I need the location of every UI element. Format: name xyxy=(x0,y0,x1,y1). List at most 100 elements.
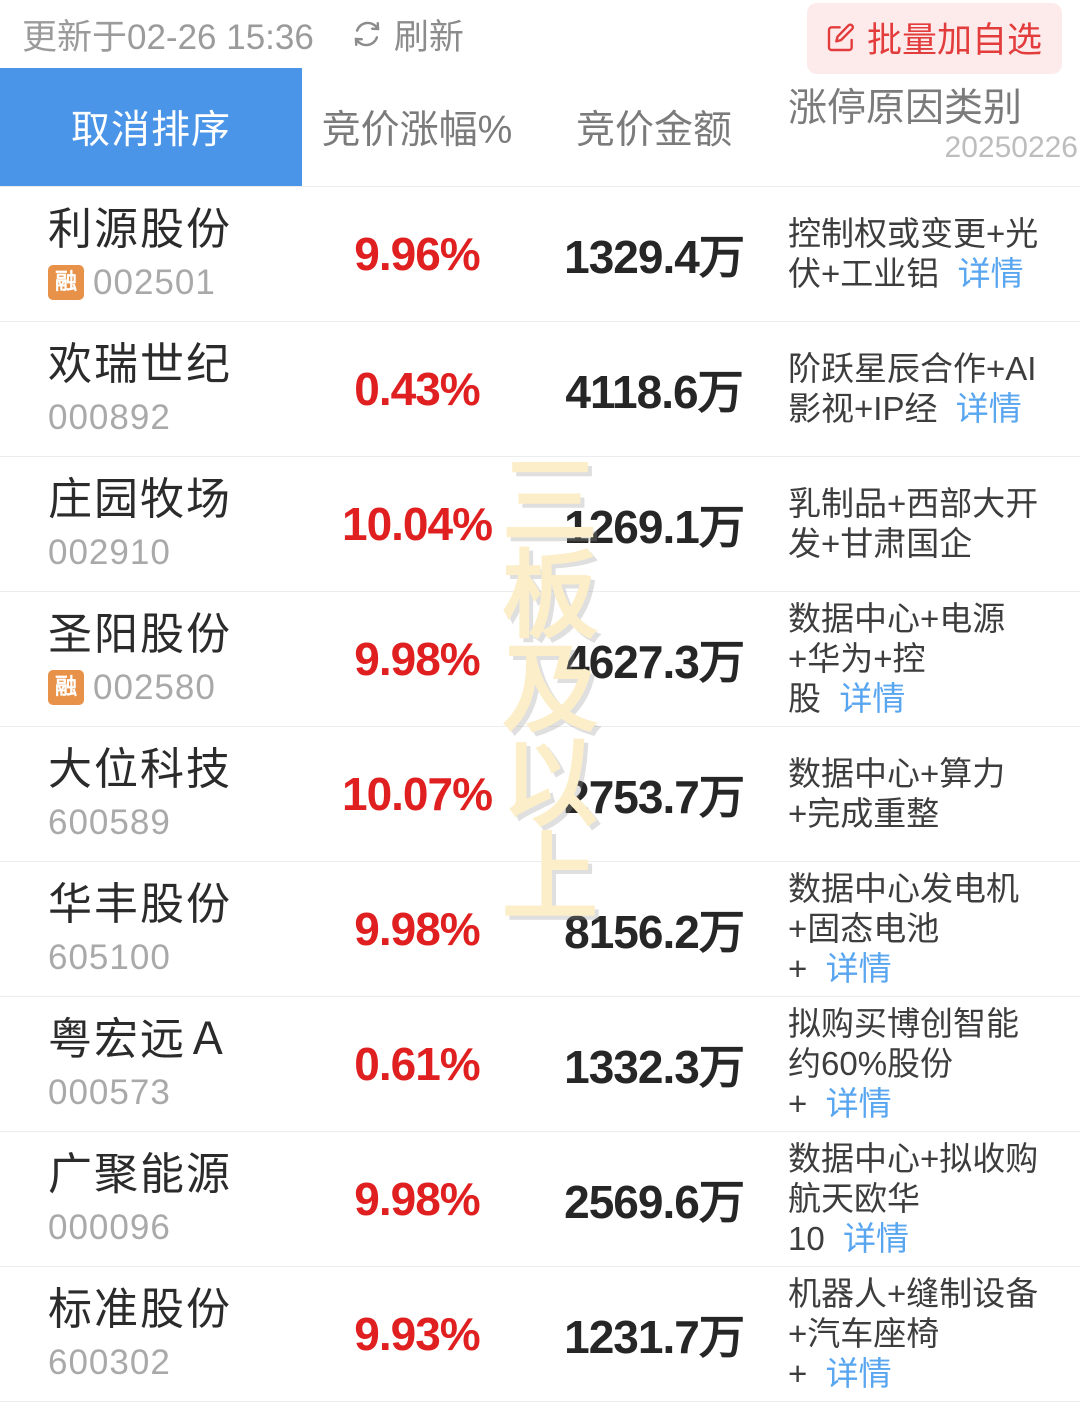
stock-name: 欢瑞世纪 xyxy=(48,340,232,390)
bid-amount-value: 1269.1万 xyxy=(564,501,745,553)
limit-up-reason-text: 数据中心+算力+完成重整 xyxy=(788,754,1040,835)
bid-amount-value: 1231.7万 xyxy=(564,1311,745,1363)
stock-name-cell[interactable]: 庄园牧场 002910 xyxy=(0,457,302,591)
table-row[interactable]: 大位科技 600589 10.07% 2753.7万 数据中心+算力+完成重整 xyxy=(0,727,1080,862)
limit-up-reason-cell: 数据中心+拟收购航天欧华10 详情 xyxy=(776,1132,1080,1266)
stock-code-row: 000096 xyxy=(48,1208,302,1248)
stock-name: 利源股份 xyxy=(48,205,232,255)
detail-link[interactable]: 详情 xyxy=(821,680,906,718)
limit-up-reason-cell: 数据中心+电源+华为+控股 详情 xyxy=(776,592,1080,726)
stock-code-row: 000892 xyxy=(48,398,302,438)
limit-up-reason-label: 数据中心+电源+华为+控股 xyxy=(788,599,1006,718)
edit-square-icon xyxy=(825,22,867,54)
stock-name-cell[interactable]: 欢瑞世纪 000892 xyxy=(0,322,302,456)
cancel-sort-label: 取消排序 xyxy=(70,109,231,152)
stock-code-row: 融 002501 xyxy=(48,263,302,303)
detail-link[interactable]: 详情 xyxy=(939,255,1024,292)
stock-code: 000096 xyxy=(48,1207,171,1247)
limit-up-reason-label: 数据中心+拟收购航天欧华10 xyxy=(788,1139,1039,1258)
batch-add-label: 批量加自选 xyxy=(866,21,1042,60)
table-row[interactable]: 粤宏远Ａ 000573 0.61% 1332.3万 拟购买博创智能约60%股份+ 详情 xyxy=(0,997,1080,1132)
column-header-bid-amount-label: 竞价金额 xyxy=(575,109,732,152)
stock-name-cell[interactable]: 粤宏远Ａ 000573 xyxy=(0,997,302,1131)
table-header: 取消排序 竞价涨幅% 竞价金额 涨停原因类别 20250226 xyxy=(0,68,1080,187)
stock-code: 600302 xyxy=(48,1342,171,1382)
bid-change-pct-value: 0.61% xyxy=(354,1038,480,1090)
limit-up-reason-cell: 控制权或变更+光伏+工业铝 详情 xyxy=(776,187,1080,321)
limit-up-reason-text: 拟购买博创智能约60%股份+ 详情 xyxy=(788,1004,1040,1125)
bid-change-pct-value: 10.04% xyxy=(341,498,493,550)
detail-link[interactable]: 详情 xyxy=(807,1355,892,1393)
stock-code: 600589 xyxy=(48,802,171,842)
detail-link[interactable]: 详情 xyxy=(824,1220,910,1258)
cancel-sort-button[interactable]: 取消排序 xyxy=(0,68,302,186)
table-row[interactable]: 广聚能源 000096 9.98% 2569.6万 数据中心+拟收购航天欧华10 详情 xyxy=(0,1132,1080,1267)
limit-up-reason-text: 数据中心+拟收购航天欧华10 详情 xyxy=(788,1139,1040,1260)
stock-name-cell[interactable]: 广聚能源 000096 xyxy=(0,1132,302,1266)
stock-name: 圣阳股份 xyxy=(48,610,232,660)
limit-up-reason-cell: 拟购买博创智能约60%股份+ 详情 xyxy=(776,997,1080,1131)
stock-code: 000892 xyxy=(48,397,171,437)
stock-code-row: 600302 xyxy=(48,1343,302,1383)
limit-up-reason-label: 控制权或变更+光伏+工业铝 xyxy=(788,214,1039,292)
limit-up-reason-label: 机器人+缝制设备+汽车座椅+ xyxy=(788,1274,1039,1393)
stock-name-cell[interactable]: 大位科技 600589 xyxy=(0,727,302,861)
bid-change-pct-value: 9.93% xyxy=(354,1308,480,1360)
refresh-icon xyxy=(350,17,384,51)
stock-name-cell[interactable]: 圣阳股份融 002580 xyxy=(0,592,302,726)
bid-change-pct-value: 9.98% xyxy=(354,633,480,685)
stock-name-cell[interactable]: 标准股份 600302 xyxy=(0,1267,302,1401)
column-header-bid-change-pct[interactable]: 竞价涨幅% xyxy=(302,68,532,186)
limit-up-reason-text: 机器人+缝制设备+汽车座椅+ 详情 xyxy=(788,1274,1040,1395)
stock-name-cell[interactable]: 利源股份融 002501 xyxy=(0,187,302,321)
stock-name: 庄园牧场 xyxy=(48,475,232,525)
table-row[interactable]: 华丰股份 605100 9.98% 8156.2万 数据中心发电机+固态电池+ 详情 xyxy=(0,862,1080,997)
table-row[interactable]: 庄园牧场 002910 10.04% 1269.1万 乳制品+西部大开发+甘肃国企 xyxy=(0,457,1080,592)
table-row[interactable]: 欢瑞世纪 000892 0.43% 4118.6万 阶跃星辰合作+AI影视+IP经 详情 xyxy=(0,322,1080,457)
limit-up-reason-cell: 阶跃星辰合作+AI影视+IP经 详情 xyxy=(776,322,1080,456)
column-header-limit-up-reason-label: 涨停原因类别 xyxy=(788,86,1023,130)
bid-amount-value: 1329.4万 xyxy=(564,231,745,283)
bid-amount-value: 2753.7万 xyxy=(564,771,745,823)
bid-amount-value: 2569.6万 xyxy=(564,1176,745,1228)
column-header-limit-up-reason[interactable]: 涨停原因类别 20250226 xyxy=(776,68,1080,186)
stock-code: 000573 xyxy=(48,1072,171,1112)
top-bar: 更新于02-26 15:36 刷新 批量加自选 xyxy=(0,0,1080,74)
stock-code-row: 000573 xyxy=(48,1073,302,1113)
limit-up-reason-cell: 机器人+缝制设备+汽车座椅+ 详情 xyxy=(776,1267,1080,1401)
limit-up-reason-cell: 乳制品+西部大开发+甘肃国企 xyxy=(776,457,1080,591)
limit-up-reason-label: 拟购买博创智能约60%股份+ xyxy=(788,1004,1019,1123)
column-header-bid-amount[interactable]: 竞价金额 xyxy=(532,68,776,186)
detail-link[interactable]: 详情 xyxy=(937,390,1022,427)
batch-add-watchlist-button[interactable]: 批量加自选 xyxy=(806,3,1062,74)
limit-up-reason-text: 乳制品+西部大开发+甘肃国企 xyxy=(788,484,1040,565)
limit-up-reason-cell: 数据中心+算力+完成重整 xyxy=(776,727,1080,861)
bid-change-pct-value: 9.98% xyxy=(354,1173,480,1225)
limit-up-reason-text: 数据中心+电源+华为+控股 详情 xyxy=(788,599,1040,720)
margin-trading-badge: 融 xyxy=(48,265,85,301)
detail-link[interactable]: 详情 xyxy=(807,1085,892,1123)
table-row[interactable]: 利源股份融 002501 9.96% 1329.4万 控制权或变更+光伏+工业铝 详情 xyxy=(0,187,1080,322)
table-row[interactable]: 标准股份 600302 9.93% 1231.7万 机器人+缝制设备+汽车座椅+ 详情 xyxy=(0,1267,1080,1402)
limit-up-reason-text: 数据中心发电机+固态电池+ 详情 xyxy=(788,869,1040,990)
limit-up-reason-label: 数据中心发电机+固态电池+ xyxy=(788,869,1019,988)
margin-trading-badge: 融 xyxy=(48,670,85,706)
stock-name-cell[interactable]: 华丰股份 605100 xyxy=(0,862,302,996)
bid-change-pct-value: 10.07% xyxy=(341,768,493,820)
update-time-label: 更新于02-26 15:36 xyxy=(22,17,314,57)
column-header-bid-change-pct-label: 竞价涨幅% xyxy=(321,109,513,152)
bid-change-pct-value: 0.43% xyxy=(354,363,480,415)
limit-up-reason-label: 阶跃星辰合作+AI影视+IP经 xyxy=(788,349,1037,427)
stock-name: 广聚能源 xyxy=(48,1150,232,1200)
table-row[interactable]: 圣阳股份融 002580 9.98% 4627.3万 数据中心+电源+华为+控股 详情 xyxy=(0,592,1080,727)
detail-link[interactable]: 详情 xyxy=(807,950,892,988)
stock-code-row: 605100 xyxy=(48,938,302,978)
stock-code: 002580 xyxy=(93,667,216,707)
refresh-button[interactable]: 刷新 xyxy=(350,9,464,60)
bid-amount-value: 1332.3万 xyxy=(564,1041,745,1093)
refresh-label: 刷新 xyxy=(393,17,464,57)
limit-up-reason-label: 乳制品+西部大开发+甘肃国企 xyxy=(788,484,1039,562)
stock-name: 粤宏远Ａ xyxy=(48,1015,232,1065)
column-header-date: 20250226 xyxy=(944,131,1078,165)
limit-up-reason-cell: 数据中心发电机+固态电池+ 详情 xyxy=(776,862,1080,996)
